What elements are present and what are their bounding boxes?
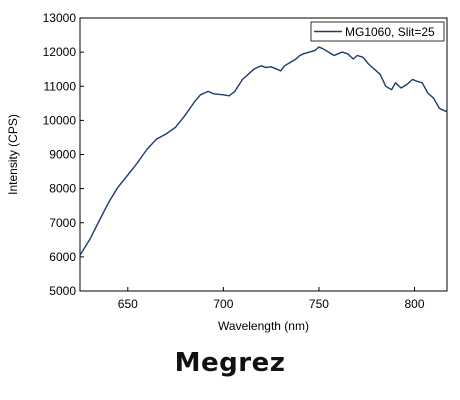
y-tick-label: 9000 bbox=[49, 148, 76, 162]
y-tick-label: 12000 bbox=[43, 45, 77, 59]
x-tick-label: 800 bbox=[404, 297, 424, 311]
y-tick-label: 10000 bbox=[43, 113, 77, 127]
x-axis-title: Wavelength (nm) bbox=[218, 319, 309, 333]
x-axis: 650 700 750 800 bbox=[118, 287, 425, 311]
x-tick-label: 700 bbox=[213, 297, 233, 311]
x-tick-label: 650 bbox=[118, 297, 138, 311]
legend: MG1060, Slit=25 bbox=[310, 21, 445, 42]
y-tick-label: 8000 bbox=[49, 182, 76, 196]
y-tick-label: 13000 bbox=[43, 11, 77, 25]
y-axis-title: Intensity (CPS) bbox=[6, 114, 20, 195]
y-tick-label: 7000 bbox=[49, 216, 76, 230]
y-tick-label: 6000 bbox=[49, 250, 76, 264]
legend-label: MG1060, Slit=25 bbox=[345, 25, 435, 39]
x-tick-label: 750 bbox=[309, 297, 329, 311]
y-tick-label: 5000 bbox=[49, 284, 76, 298]
series-line bbox=[79, 46, 448, 256]
legend-box bbox=[310, 21, 445, 42]
plot-frame bbox=[79, 17, 448, 292]
caption-title: Megrez bbox=[174, 348, 286, 378]
y-tick-label: 11000 bbox=[44, 79, 77, 93]
y-axis: 5000 6000 7000 8000 9000 10000 11000 12000 13000 bbox=[43, 11, 84, 298]
